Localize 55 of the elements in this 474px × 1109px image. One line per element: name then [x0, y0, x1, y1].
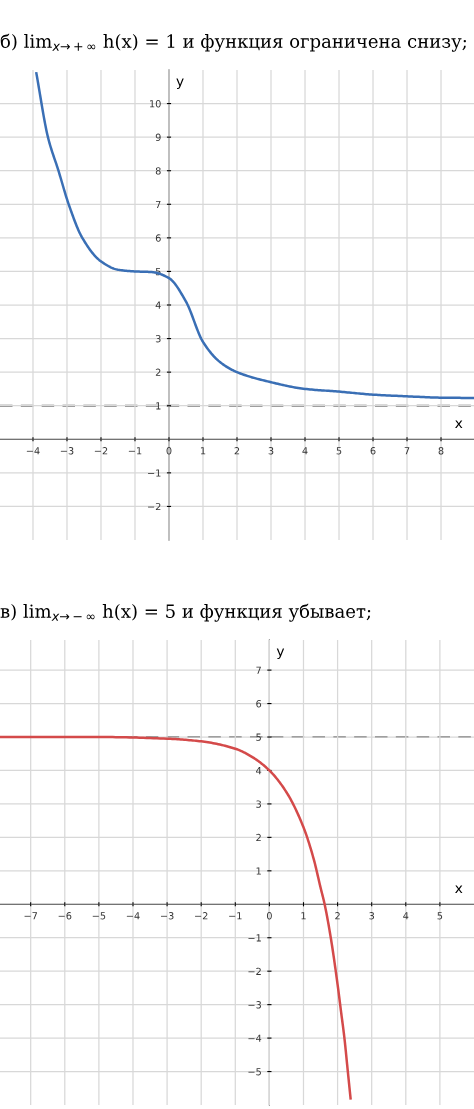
y-tick-label: 4 [256, 767, 262, 775]
x-axis-title: x [455, 420, 463, 429]
x-tick-label: 3 [369, 912, 375, 920]
y-tick-label: 6 [256, 700, 262, 708]
x-tick-label: 8 [438, 447, 444, 455]
y-tick-label: 3 [256, 800, 261, 808]
x-tick-label: 0 [266, 912, 272, 920]
y-tick-label: 9 [155, 133, 161, 141]
y-axis-title: y [176, 78, 184, 89]
y-tick-label: −1 [148, 469, 161, 477]
y-tick-label: 2 [256, 833, 261, 842]
x-tick-label: 4 [302, 447, 308, 455]
y-tick-label: −2 [148, 502, 161, 511]
x-tick-label: −3 [60, 447, 74, 455]
y-tick-label: 7 [155, 200, 161, 208]
x-tick-label: −4 [126, 912, 140, 920]
x-tick-label: 2 [335, 912, 340, 920]
x-tick-label: 5 [336, 447, 342, 455]
y-tick-label: 6 [155, 234, 161, 242]
y-axis-title: y [276, 648, 285, 659]
x-tick-label: 2 [234, 447, 240, 455]
x-tick-label: −5 [92, 912, 106, 920]
y-tick-label: −2 [248, 967, 261, 975]
y-tick-label: 3 [155, 335, 161, 343]
x-axis-title: x [455, 885, 463, 894]
y-tick-label: 2 [155, 368, 161, 376]
x-tick-label: −6 [58, 912, 72, 920]
y-tick-label: −3 [248, 1001, 261, 1009]
y-tick-label: −4 [248, 1034, 262, 1042]
y-tick-label: 8 [155, 167, 161, 175]
x-tick-label: −1 [229, 912, 242, 920]
y-tick-label: −5 [248, 1068, 261, 1076]
x-tick-label: −1 [128, 447, 142, 455]
y-tick-label: −1 [248, 934, 261, 942]
y-tick-label: 1 [156, 402, 161, 410]
x-tick-label: −2 [195, 912, 208, 920]
x-tick-label: 0 [166, 447, 172, 455]
x-tick-label: −4 [26, 447, 40, 455]
y-tick-label: 7 [256, 666, 261, 674]
x-tick-label: 3 [268, 447, 274, 455]
x-tick-label: −2 [94, 447, 108, 455]
y-tick-label: 5 [256, 733, 261, 741]
x-tick-label: 1 [200, 447, 206, 455]
y-tick-label: 4 [155, 301, 161, 309]
chart-title: в) lim$_{x→−∞}$ h(x) = 5 и функция убывает; [0, 603, 371, 622]
x-tick-label: −3 [160, 912, 174, 920]
y-tick-label: 1 [256, 867, 261, 875]
y-tick-label: 10 [150, 100, 161, 108]
chart-title: б) lim$_{x→+∞}$ h(x) = 1 и функция ограничена снизу; [0, 33, 466, 52]
x-tick-label: 7 [404, 447, 410, 455]
x-tick-label: 1 [301, 912, 306, 920]
x-tick-label: −7 [24, 912, 38, 920]
x-tick-label: 6 [370, 447, 376, 455]
x-tick-label: 5 [437, 912, 443, 920]
x-tick-label: 4 [403, 912, 409, 920]
